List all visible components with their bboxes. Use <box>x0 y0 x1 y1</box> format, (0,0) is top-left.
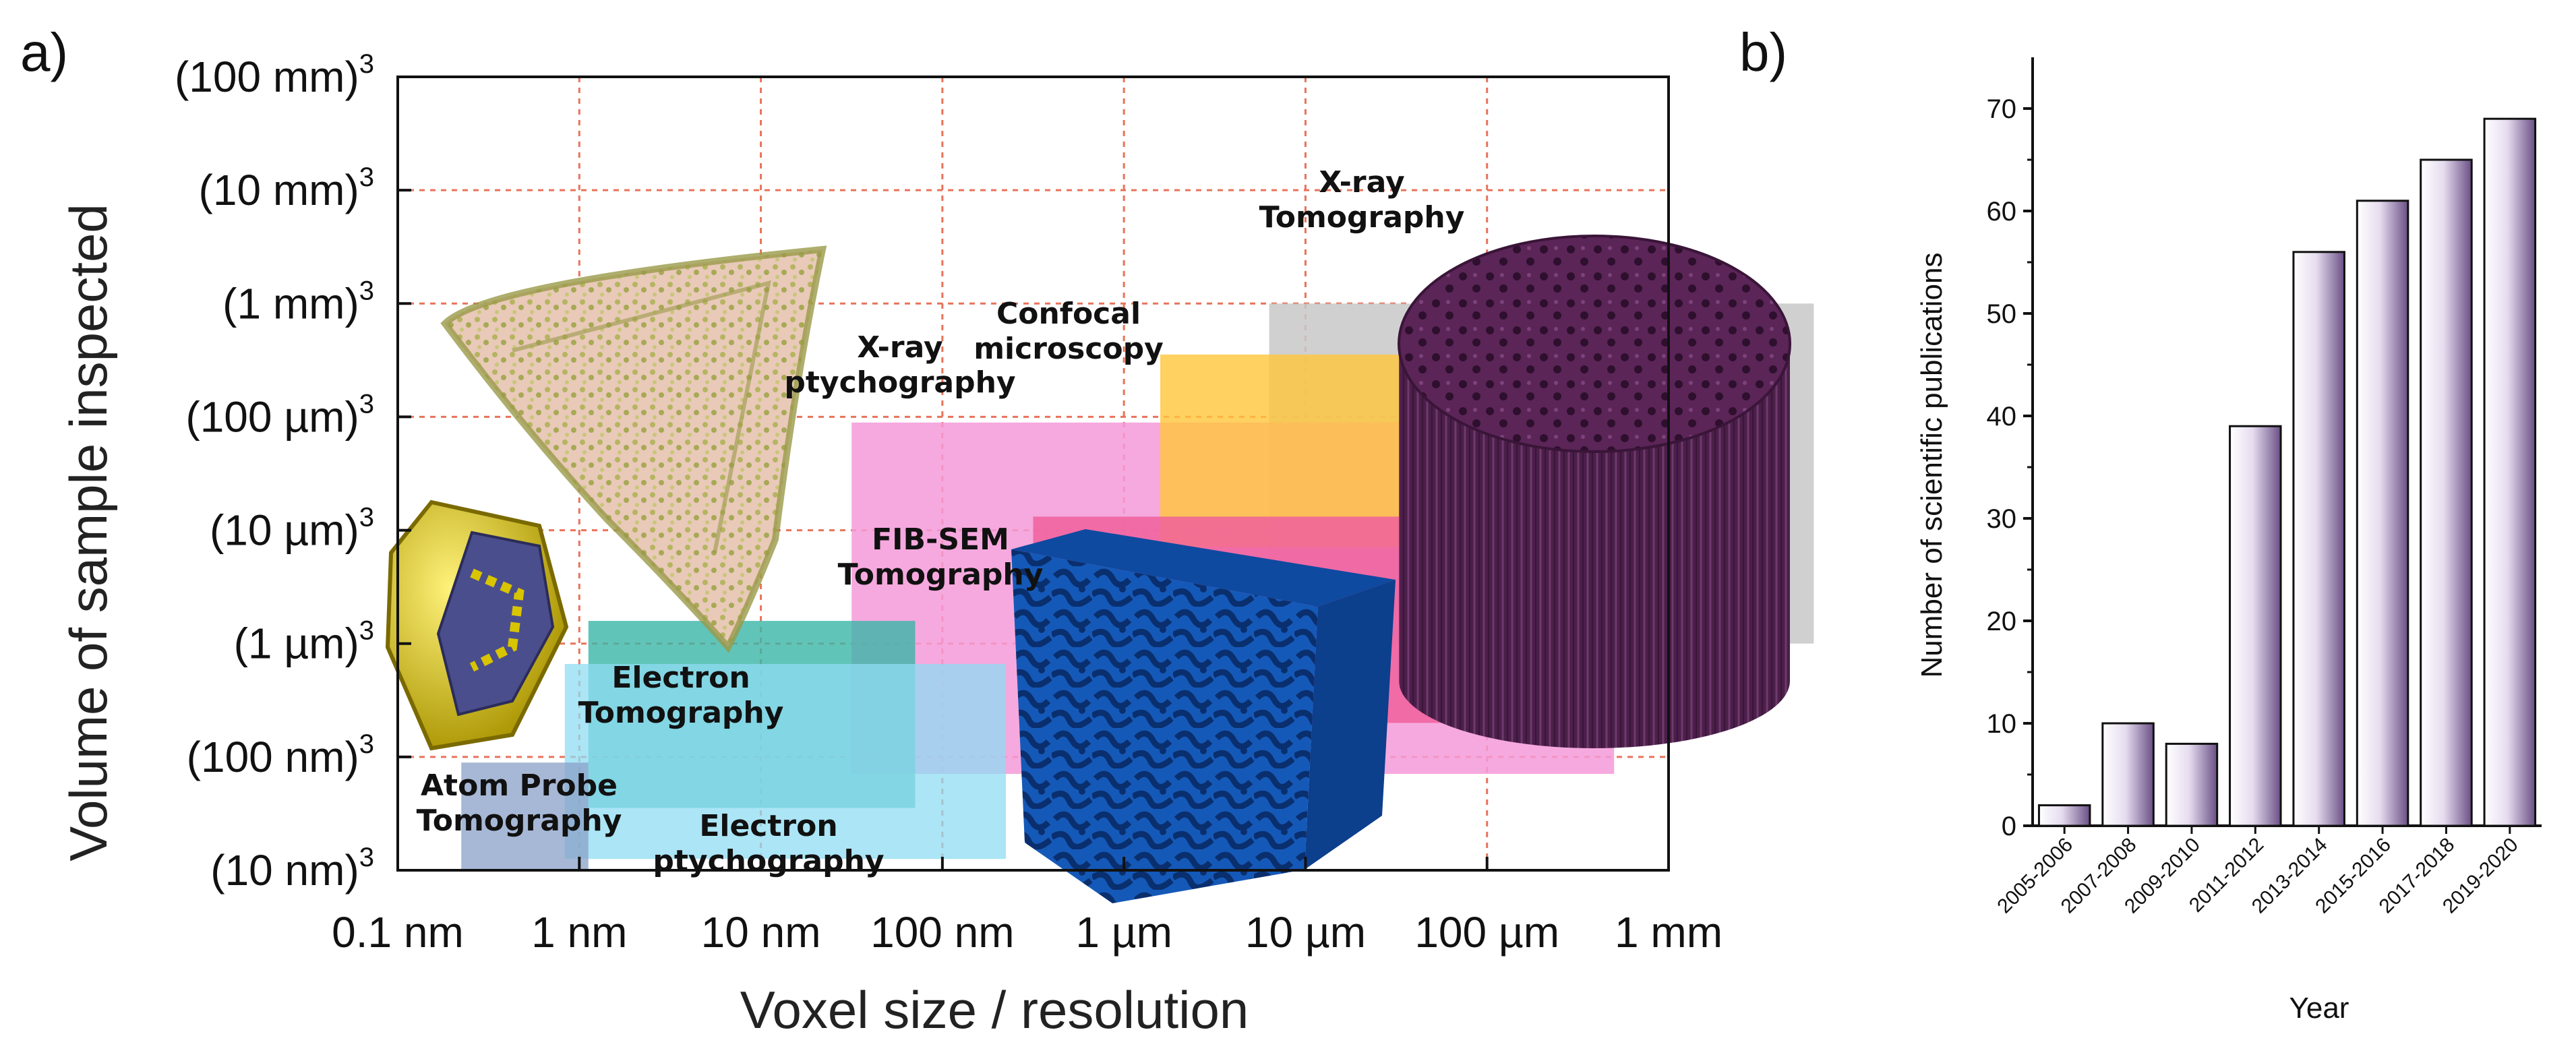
x-tick-label: 0.1 nm <box>332 908 464 957</box>
y-tick-exponent: 3 <box>359 389 374 419</box>
y-tick-exponent: 3 <box>359 843 374 872</box>
y-tick-exponent: 3 <box>359 162 374 192</box>
x-tick-label: 10 nm <box>701 908 821 957</box>
x-tick-label: 1 mm <box>1615 908 1723 957</box>
panel-a-ylabel: Volume of sample inspected <box>59 204 118 861</box>
region-label-line: FIB-SEM <box>872 522 1009 557</box>
b-y-tick-label: 10 <box>1987 709 2017 739</box>
y-tick-label: (10 nm)3 <box>210 843 374 895</box>
x-tick-label: 1 nm <box>531 908 627 957</box>
panel-b-chart: 0102030405060702005-20062007-20082009-20… <box>1987 57 2542 917</box>
x-tick-label: 100 µm <box>1414 908 1559 957</box>
region-label-line: Tomography <box>1259 200 1465 235</box>
region-label-line: Atom Probe <box>421 768 618 803</box>
bar <box>2483 117 2537 827</box>
region-label-line: microscopy <box>974 332 1164 366</box>
panel-b-label: b) <box>1739 22 1787 82</box>
panel-b-ylabel: Number of scientific publications <box>1915 253 1948 678</box>
bar <box>2165 742 2219 827</box>
bar <box>2101 722 2155 827</box>
b-y-tick-label: 20 <box>1987 607 2017 636</box>
y-tick-exponent: 3 <box>359 49 374 79</box>
b-y-tick-label: 70 <box>1987 94 2017 124</box>
panel-b-xlabel: Year <box>2289 992 2349 1025</box>
b-y-tick-label: 50 <box>1987 299 2017 329</box>
region-label-line: Tomography <box>838 557 1044 592</box>
panel-a-frame <box>396 75 1670 872</box>
region-label-line: Confocal <box>996 297 1141 331</box>
region-label-line: X-ray <box>857 330 942 365</box>
x-tick-label: 1 µm <box>1075 908 1172 957</box>
region-label-line: ptychography <box>784 365 1015 400</box>
region-label-line: Tomography <box>417 804 622 838</box>
region-label-line: X-ray <box>1319 165 1404 200</box>
bar <box>2037 804 2091 827</box>
panel-a-label: a) <box>20 22 68 82</box>
panel-a-ticks: 0.1 nm 1 nm 10 nm 100 nm 1 µm 10 µm 100 µm 1 mm… <box>175 49 1723 957</box>
y-tick-label: (1 µm)3 <box>234 616 374 668</box>
y-tick-label: (100 mm)3 <box>175 49 374 101</box>
region-label: X-ray Tomography <box>1259 165 1465 235</box>
region-label-line: Tomography <box>578 696 784 730</box>
bar <box>2292 251 2345 827</box>
region-label: Electron Tomography <box>578 661 784 730</box>
bar <box>2229 425 2282 827</box>
bar <box>2420 158 2473 827</box>
bar <box>2356 200 2409 827</box>
y-tick-exponent: 3 <box>359 616 374 646</box>
cell-reconstruction-image <box>440 245 827 653</box>
b-y-tick-label: 40 <box>1987 402 2017 431</box>
y-tick-label: (10 mm)3 <box>199 162 374 214</box>
region-label-line: Electron <box>611 661 750 695</box>
b-y-tick-label: 0 <box>2002 812 2016 841</box>
fiber-cylinder-image <box>1398 235 1791 748</box>
y-tick-exponent: 3 <box>359 729 374 759</box>
b-y-tick-label: 30 <box>1987 504 2017 534</box>
porous-cube-image <box>1011 529 1396 903</box>
region-label: X-ray ptychography <box>784 330 1015 400</box>
region-label: Electron ptychography <box>653 809 884 878</box>
region-label: FIB-SEM Tomography <box>838 522 1044 592</box>
x-tick-label: 10 µm <box>1245 908 1366 957</box>
b-y-tick-label: 60 <box>1987 197 2017 226</box>
y-tick-exponent: 3 <box>359 276 374 305</box>
region-label: Atom Probe Tomography <box>417 768 622 838</box>
region-rect <box>564 663 1007 859</box>
y-tick-exponent: 3 <box>359 503 374 533</box>
panel-a-xlabel: Voxel size / resolution <box>740 980 1249 1039</box>
y-tick-label: (10 µm)3 <box>210 503 374 555</box>
region-label-line: Electron <box>699 809 837 843</box>
y-tick-label: (1 mm)3 <box>222 276 374 328</box>
region-label: Confocal microscopy <box>974 297 1164 366</box>
y-tick-label: (100 nm)3 <box>187 729 374 781</box>
region-rect <box>461 762 589 870</box>
nanoparticle-image <box>385 500 569 751</box>
y-tick-label: (100 µm)3 <box>185 389 374 441</box>
x-tick-label: 100 nm <box>870 908 1014 957</box>
region-label-line: ptychography <box>653 844 884 878</box>
